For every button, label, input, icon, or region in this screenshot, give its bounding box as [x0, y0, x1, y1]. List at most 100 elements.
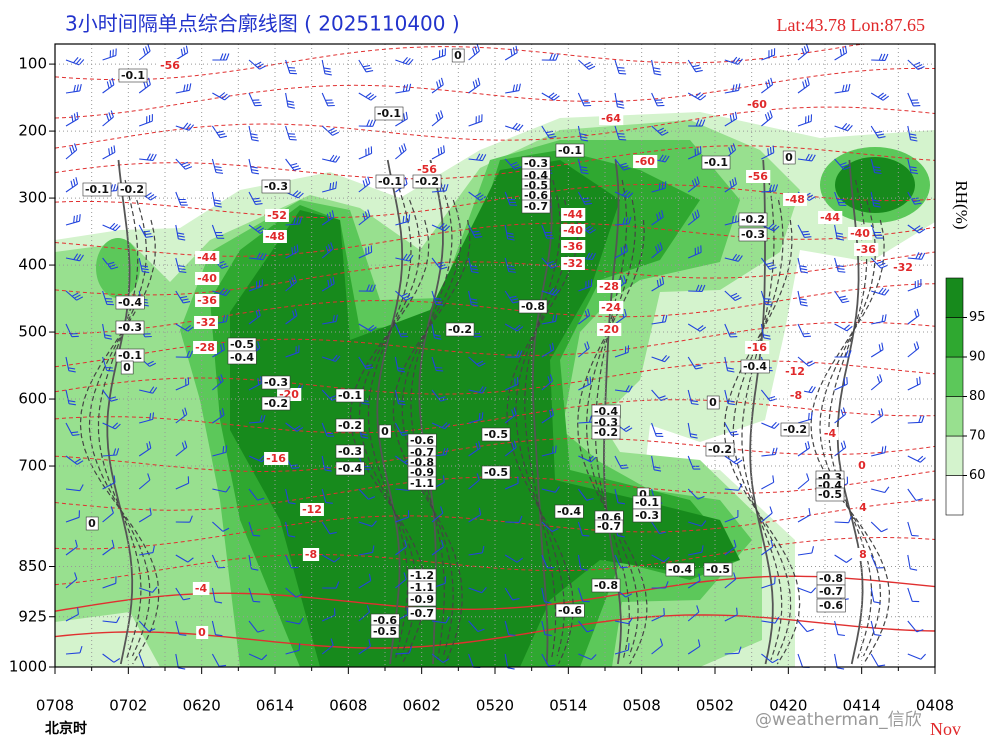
omega-label: -0.1	[378, 175, 402, 188]
omega-contour	[819, 199, 882, 657]
colorbar-swatch	[945, 396, 964, 437]
wind-barb	[102, 222, 121, 232]
temperature-label: 8	[859, 548, 867, 561]
x-tick-label: 0708	[36, 697, 74, 715]
wind-barb	[871, 53, 889, 61]
temperature-label: -56	[417, 163, 437, 176]
wind-barb	[358, 176, 371, 193]
wind-barb	[834, 45, 848, 61]
wind-barb	[761, 447, 778, 457]
wind-barb	[834, 620, 845, 637]
wind-barb	[395, 83, 412, 94]
wind-barb	[651, 242, 663, 259]
wind-barb	[395, 572, 407, 589]
wind-barb	[907, 224, 926, 234]
wind-barb	[760, 323, 771, 340]
omega-label: -0.3	[635, 509, 659, 522]
temperature-label: 0	[198, 626, 206, 639]
wind-barb	[504, 224, 515, 241]
wind-barb	[395, 510, 410, 523]
wind-barb	[578, 308, 591, 325]
omega-label: -0.7	[410, 607, 434, 620]
wind-barb	[687, 605, 700, 622]
wind-barb	[468, 44, 480, 61]
x-tick-label: 0514	[549, 697, 587, 715]
label-box	[370, 624, 400, 639]
x-tick-label: 0414	[843, 697, 881, 715]
wind-barb	[505, 350, 523, 358]
wind-barb	[285, 643, 301, 655]
temperature-label: -36	[563, 240, 583, 253]
wind-barb	[724, 455, 743, 465]
x-tick-label: 0702	[109, 697, 147, 715]
wind-barb	[614, 216, 632, 226]
label-box	[706, 395, 720, 410]
label-box	[633, 155, 658, 168]
omega-label: -0.6	[558, 604, 582, 617]
wind-barb	[358, 146, 373, 160]
omega-label: -0.9	[410, 466, 434, 479]
wind-barb	[724, 177, 737, 193]
wind-barb	[394, 389, 406, 406]
wind-barb	[578, 279, 593, 292]
wind-barb	[907, 376, 921, 391]
wind-barb	[541, 92, 560, 101]
wind-barb	[285, 617, 304, 625]
wind-barb	[797, 412, 813, 424]
label-box	[451, 48, 465, 63]
omega-label: -0.4	[230, 351, 254, 364]
label-box	[192, 582, 210, 595]
omega-label: 0	[639, 488, 647, 501]
wind-barb	[761, 539, 774, 556]
wind-barb	[212, 408, 225, 424]
colorbar-tick-label: 80	[969, 389, 986, 404]
label-box	[554, 504, 584, 519]
label-box	[746, 170, 771, 183]
x-tick-label: 0508	[623, 697, 661, 715]
wind-barb	[907, 308, 920, 325]
omega-label: 0	[123, 361, 131, 374]
wind-barb	[358, 605, 371, 622]
wind-barb	[688, 545, 704, 556]
omega-label: 0	[709, 396, 717, 409]
wind-barb	[504, 323, 524, 332]
label-box	[227, 350, 257, 365]
omega-contour	[732, 199, 792, 657]
label-box	[335, 418, 365, 433]
wind-barb	[358, 245, 373, 259]
colorbar-swatch	[945, 475, 964, 516]
wind-barb	[138, 507, 152, 523]
wind-barb	[504, 620, 516, 637]
wind-barb	[468, 257, 479, 274]
wind-barb	[577, 125, 589, 142]
wind-barb	[65, 323, 79, 338]
wind-barb	[212, 342, 225, 358]
wind-barb	[651, 638, 664, 655]
wind-barb	[907, 554, 918, 571]
wind-barb	[285, 308, 298, 325]
label-box	[82, 182, 112, 197]
omega-label: -0.7	[524, 200, 548, 213]
label-box	[300, 503, 324, 516]
wind-barb	[504, 476, 519, 490]
omega-label: -0.3	[338, 445, 362, 458]
temperature-label: -28	[195, 341, 215, 354]
label-box	[738, 227, 768, 242]
label-box	[375, 174, 405, 189]
wind-barb	[578, 653, 597, 661]
wind-barb	[687, 176, 700, 193]
wind-barb	[285, 59, 297, 75]
temperature-contour	[54, 251, 936, 296]
wind-barb	[65, 214, 81, 226]
omega-contour	[723, 219, 801, 665]
omega-label: -0.4	[743, 360, 767, 373]
wind-barb	[211, 554, 226, 569]
wind-barb	[211, 620, 223, 637]
temperature-label: -12	[302, 503, 322, 516]
wind-barb	[834, 440, 847, 457]
wind-barb	[431, 183, 449, 193]
wind-barb	[724, 572, 737, 589]
omega-label: -0.2	[120, 183, 144, 196]
wind-barb	[175, 653, 186, 670]
